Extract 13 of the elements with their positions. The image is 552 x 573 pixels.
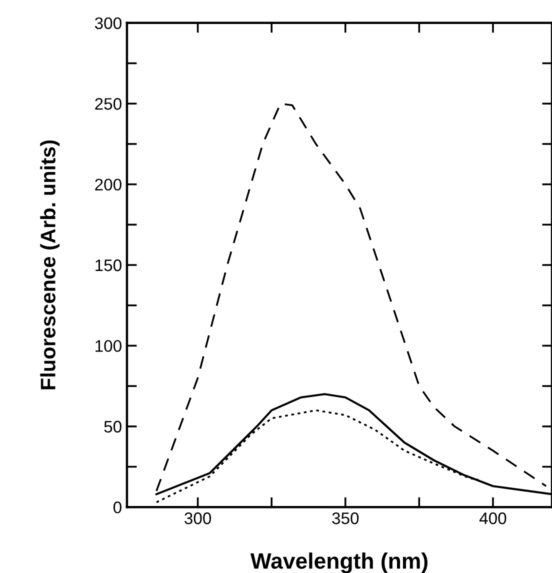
x-tick-label: 300 — [184, 512, 212, 524]
y-tick-label: 300 — [94, 17, 122, 30]
line-series — [156, 102, 547, 492]
y-tick-label: 100 — [96, 340, 122, 352]
y-tick-label: 200 — [95, 178, 122, 191]
x-tick-label: 350 — [332, 512, 359, 524]
y-tick-label: 0 — [113, 502, 122, 514]
y-tick-label: 150 — [96, 259, 122, 272]
y-tick-label: 250 — [95, 98, 122, 110]
x-tick-label: 400 — [479, 512, 506, 524]
x-axis-title: Wavelength (nm) — [250, 552, 428, 573]
y-axis-title: Fluorescence (Arb. units) — [40, 140, 60, 390]
y-tick-label: 50 — [104, 420, 122, 433]
